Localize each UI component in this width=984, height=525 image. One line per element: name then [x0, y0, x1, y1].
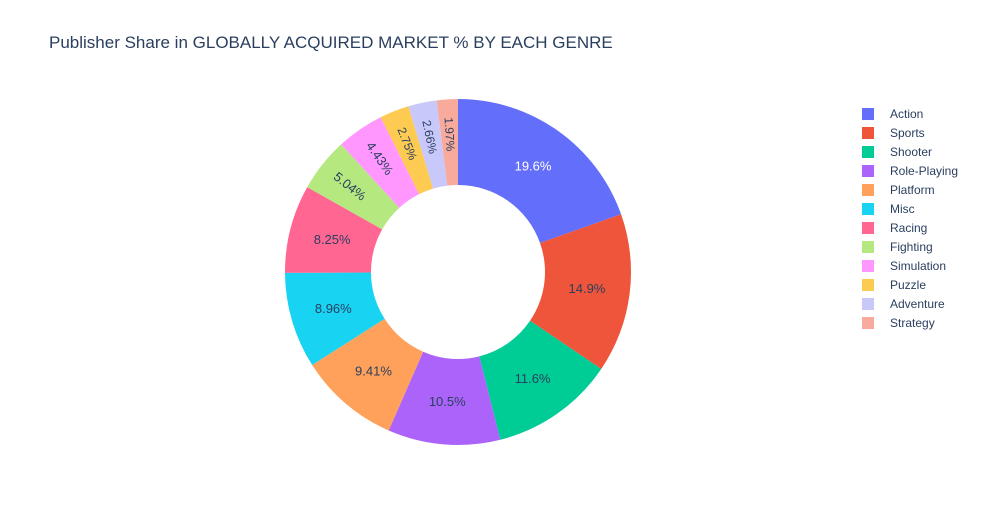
- legend-swatch: [862, 316, 874, 329]
- legend-item-action[interactable]: Action: [862, 104, 958, 123]
- legend-item-racing[interactable]: Racing: [862, 218, 958, 237]
- slice-label-strategy: 1.97%: [441, 117, 457, 152]
- slice-role-playing[interactable]: [388, 351, 501, 445]
- legend-label: Misc: [890, 201, 915, 216]
- slices-layer: [285, 99, 631, 445]
- slice-adventure[interactable]: [408, 100, 448, 189]
- legend-swatch: [862, 221, 874, 234]
- slice-action[interactable]: [458, 99, 622, 243]
- legend-swatch: [862, 202, 874, 215]
- legend-item-sports[interactable]: Sports: [862, 123, 958, 142]
- slice-shooter[interactable]: [479, 320, 602, 440]
- slice-platform[interactable]: [312, 318, 424, 431]
- slice-label-action: 19.6%: [515, 158, 552, 173]
- legend-item-strategy[interactable]: Strategy: [862, 313, 958, 332]
- slice-label-shooter: 11.6%: [515, 371, 551, 386]
- legend-swatch: [862, 240, 874, 253]
- legend-swatch: [862, 259, 874, 272]
- legend-item-role-playing[interactable]: Role-Playing: [862, 161, 958, 180]
- slice-simulation[interactable]: [341, 117, 420, 208]
- legend-item-shooter[interactable]: Shooter: [862, 142, 958, 161]
- slice-racing[interactable]: [285, 187, 383, 273]
- legend-item-puzzle[interactable]: Puzzle: [862, 275, 958, 294]
- slice-label-adventure: 2.66%: [419, 119, 440, 156]
- slice-label-sports: 14.9%: [569, 281, 606, 296]
- legend-label: Sports: [890, 125, 925, 140]
- legend-swatch: [862, 145, 874, 158]
- legend-label: Strategy: [890, 315, 935, 330]
- legend-swatch: [862, 297, 874, 310]
- slice-label-misc: 8.96%: [315, 301, 352, 316]
- slice-sports[interactable]: [530, 214, 631, 370]
- legend-label: Puzzle: [890, 277, 927, 292]
- legend-swatch: [862, 126, 874, 139]
- legend-item-platform[interactable]: Platform: [862, 180, 958, 199]
- slice-puzzle[interactable]: [380, 106, 434, 195]
- legend-label: Action: [890, 106, 924, 121]
- legend-label: Racing: [890, 220, 928, 235]
- legend-label: Platform: [890, 182, 935, 197]
- legend-swatch: [862, 183, 874, 196]
- slice-misc[interactable]: [285, 272, 385, 366]
- legend-label: Shooter: [890, 144, 933, 159]
- legend-item-fighting[interactable]: Fighting: [862, 237, 958, 256]
- legend-label: Fighting: [890, 239, 933, 254]
- legend-item-simulation[interactable]: Simulation: [862, 256, 958, 275]
- slice-label-racing: 8.25%: [314, 232, 351, 247]
- legend: Action Sports Shooter Role-Playing Platform M…: [862, 104, 958, 332]
- slice-strategy[interactable]: [436, 99, 458, 186]
- legend-swatch: [862, 107, 874, 120]
- slice-fighting[interactable]: [307, 144, 400, 230]
- legend-swatch: [862, 278, 874, 291]
- legend-label: Simulation: [890, 258, 947, 273]
- legend-label: Role-Playing: [890, 163, 959, 178]
- chart-title: Publisher Share in GLOBALLY ACQUIRED MAR…: [49, 33, 613, 52]
- legend-label: Adventure: [890, 296, 945, 311]
- legend-item-misc[interactable]: Misc: [862, 199, 958, 218]
- slice-label-platform: 9.41%: [355, 363, 392, 378]
- slice-label-role-playing: 10.5%: [429, 394, 466, 409]
- legend-item-adventure[interactable]: Adventure: [862, 294, 958, 313]
- legend-swatch: [862, 164, 874, 177]
